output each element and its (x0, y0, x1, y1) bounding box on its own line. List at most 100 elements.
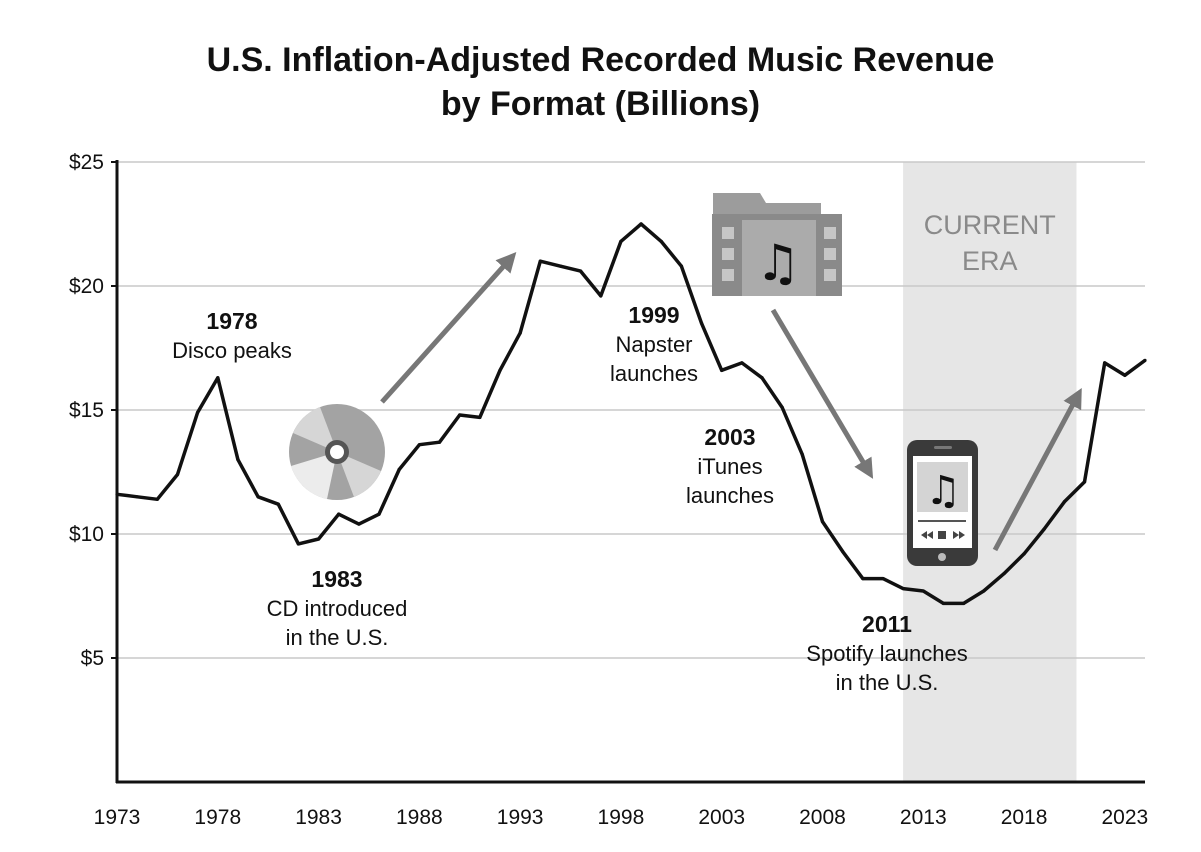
data-point-2013 (921, 589, 925, 593)
data-point-2002 (699, 321, 704, 325)
annotation-1978-year: 1978 (206, 308, 257, 334)
chart-title-line-1: U.S. Inflation-Adjusted Recorded Music R… (206, 41, 995, 79)
data-point-2017 (1002, 572, 1006, 576)
data-point-2010 (861, 577, 865, 581)
data-point-2014 (941, 601, 946, 606)
data-point-2020 (1062, 500, 1066, 504)
annotation-1999-text-2: launches (610, 361, 698, 386)
data-point-1996 (579, 269, 583, 273)
data-point-2016 (982, 589, 986, 593)
y-axis-ticks: $5 $10 $15 $20 $25 (69, 151, 117, 670)
gridlines (117, 161, 1145, 659)
data-point-2015 (961, 601, 966, 606)
x-tick-label: 1988 (396, 806, 443, 829)
annotation-1983-text-1: CD introduced (267, 596, 408, 621)
data-point-2022 (1103, 361, 1107, 365)
annotation-2003-year: 2003 (704, 424, 755, 450)
data-point-1992 (498, 368, 502, 372)
data-point-2005 (760, 376, 764, 380)
annotation-1983-year: 1983 (311, 566, 362, 592)
growth-arrow-cd (380, 252, 517, 404)
data-point-1974 (135, 495, 139, 499)
data-point-1980 (256, 495, 260, 499)
data-point-1976 (175, 472, 180, 477)
data-point-2018 (1022, 552, 1026, 556)
data-point-2009 (841, 549, 845, 553)
music-file-icon: ♫ (712, 193, 842, 296)
annotation-1999-year: 1999 (628, 302, 679, 328)
data-point-1988 (417, 443, 421, 447)
data-point-2003 (720, 368, 724, 372)
data-point-1998 (619, 239, 623, 243)
x-tick-label: 1978 (194, 806, 241, 829)
x-tick-label: 1983 (295, 806, 342, 829)
x-axis-ticks: 1973 1978 1983 1988 1993 1998 2003 2008 2013 2018… (94, 806, 1149, 829)
y-tick-label: $15 (69, 399, 104, 422)
smartphone-music-icon: ♫ (907, 440, 978, 566)
data-point-2007 (800, 453, 804, 457)
data-point-1993 (518, 331, 522, 335)
annotation-2003-text-1: iTunes (697, 454, 762, 479)
x-tick-label: 1993 (497, 806, 544, 829)
data-point-2011 (881, 577, 885, 581)
x-tick-label: 2018 (1001, 806, 1048, 829)
annotation-1983: 1983 CD introduced in the U.S. (267, 566, 408, 650)
data-point-1982 (296, 542, 301, 546)
data-point-1994 (538, 259, 542, 263)
chart-title: U.S. Inflation-Adjusted Recorded Music R… (0, 38, 1201, 126)
data-point-2008 (820, 520, 825, 524)
annotation-1978: 1978 Disco peaks (172, 308, 292, 363)
svg-text:♫: ♫ (925, 468, 961, 514)
annotation-1999-text-1: Napster (615, 332, 692, 357)
x-tick-label: 2013 (900, 806, 947, 829)
data-point-2000 (659, 239, 663, 243)
data-point-1990 (458, 413, 462, 417)
data-point-1984 (337, 512, 341, 516)
data-point-1989 (437, 440, 442, 444)
y-tick-label: $10 (69, 523, 104, 546)
x-tick-label: 2023 (1101, 806, 1148, 829)
data-point-1973 (115, 492, 119, 496)
current-era-label-line-1: CURRENT (924, 210, 1056, 240)
cd-icon (289, 404, 385, 500)
data-point-2019 (1042, 527, 1046, 531)
data-point-2024 (1143, 358, 1147, 362)
data-point-1986 (377, 512, 381, 516)
y-tick-label: $5 (81, 647, 104, 670)
data-point-1978 (216, 376, 220, 380)
data-point-1991 (478, 415, 482, 420)
data-point-1977 (196, 410, 200, 415)
data-point-1975 (155, 497, 159, 501)
annotation-2011-year: 2011 (862, 611, 912, 637)
data-point-1985 (357, 522, 361, 526)
data-point-1979 (236, 458, 240, 462)
chart-title-line-2: by Format (Billions) (440, 85, 761, 123)
data-point-2001 (679, 264, 683, 268)
data-point-2012 (901, 586, 905, 591)
y-tick-label: $25 (69, 151, 104, 174)
data-point-2004 (740, 361, 744, 365)
annotation-1999: 1999 Napster launches (610, 302, 698, 386)
annotation-2003-text-2: launches (686, 483, 774, 508)
revenue-data-points (115, 222, 1147, 606)
data-point-2023 (1123, 373, 1127, 377)
x-tick-label: 1998 (598, 806, 645, 829)
x-tick-label: 1973 (94, 806, 141, 829)
y-tick-label: $20 (69, 275, 104, 298)
revenue-series-line (116, 222, 1147, 606)
data-point-1997 (599, 294, 603, 298)
annotation-2011: 2011 Spotify launches in the U.S. (806, 611, 967, 695)
annotation-1983-text-2: in the U.S. (286, 625, 389, 650)
decline-arrow-downloads (770, 308, 874, 479)
data-point-1987 (397, 467, 401, 472)
svg-text:♫: ♫ (756, 234, 801, 292)
annotation-2011-text-1: Spotify launches (806, 641, 967, 666)
current-era-label-line-2: ERA (962, 246, 1018, 276)
annotation-1978-text: Disco peaks (172, 338, 292, 363)
annotation-2003: 2003 iTunes launches (686, 424, 774, 508)
data-point-1983 (316, 537, 321, 541)
growth-arrow-streaming (992, 387, 1082, 552)
data-point-2021 (1082, 480, 1087, 484)
data-point-2006 (780, 405, 784, 410)
